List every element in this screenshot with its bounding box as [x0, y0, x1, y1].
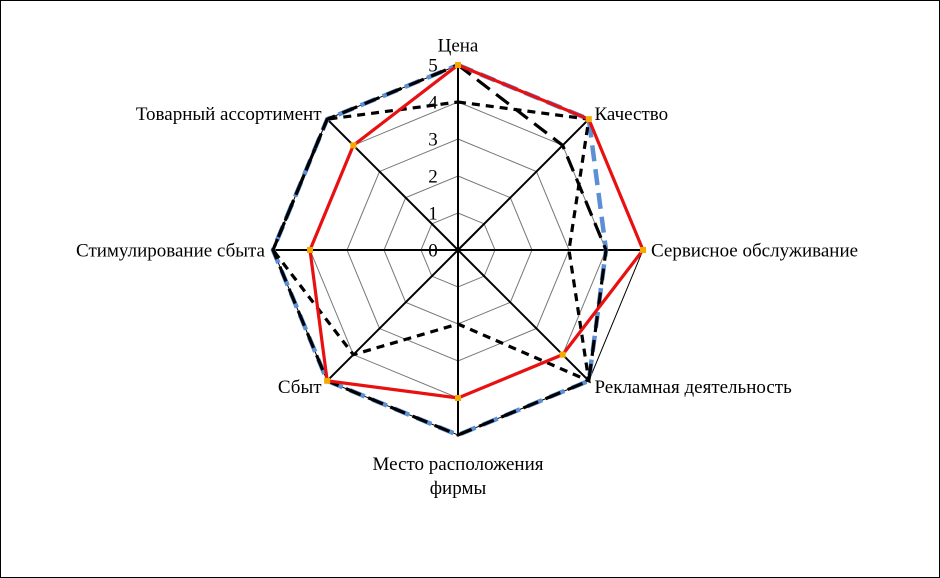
axis-spoke: [326, 118, 459, 251]
series-line: [271, 100, 591, 384]
category-label: Сбыт: [278, 377, 322, 398]
category-label: Стимулирование сбыта: [76, 240, 266, 261]
marker: [640, 247, 646, 253]
category-label: Качество: [594, 104, 668, 125]
marker: [455, 62, 461, 68]
marker: [350, 142, 357, 149]
r-tick-label: 4: [428, 92, 438, 113]
marker: [585, 116, 592, 123]
category-label: Рекламная деятельность: [594, 377, 792, 398]
r-tick-label: 2: [428, 166, 438, 187]
r-tick-label: 5: [428, 55, 438, 76]
axis-spoke: [326, 249, 459, 382]
category-label: Место расположения фирмы: [372, 454, 544, 499]
r-tick-label: 1: [428, 203, 438, 224]
axis-spoke: [457, 249, 590, 382]
marker: [324, 377, 331, 384]
marker: [559, 351, 566, 358]
category-label: Цена: [438, 35, 479, 56]
r-tick-label: 3: [428, 129, 438, 150]
marker: [307, 247, 313, 253]
category-label: Товарный ассортимент: [136, 104, 322, 125]
r-tick-label: 0: [428, 240, 438, 261]
axis-spoke: [457, 118, 590, 251]
marker: [455, 395, 461, 401]
category-label: Сервисное обслуживание: [651, 240, 858, 261]
